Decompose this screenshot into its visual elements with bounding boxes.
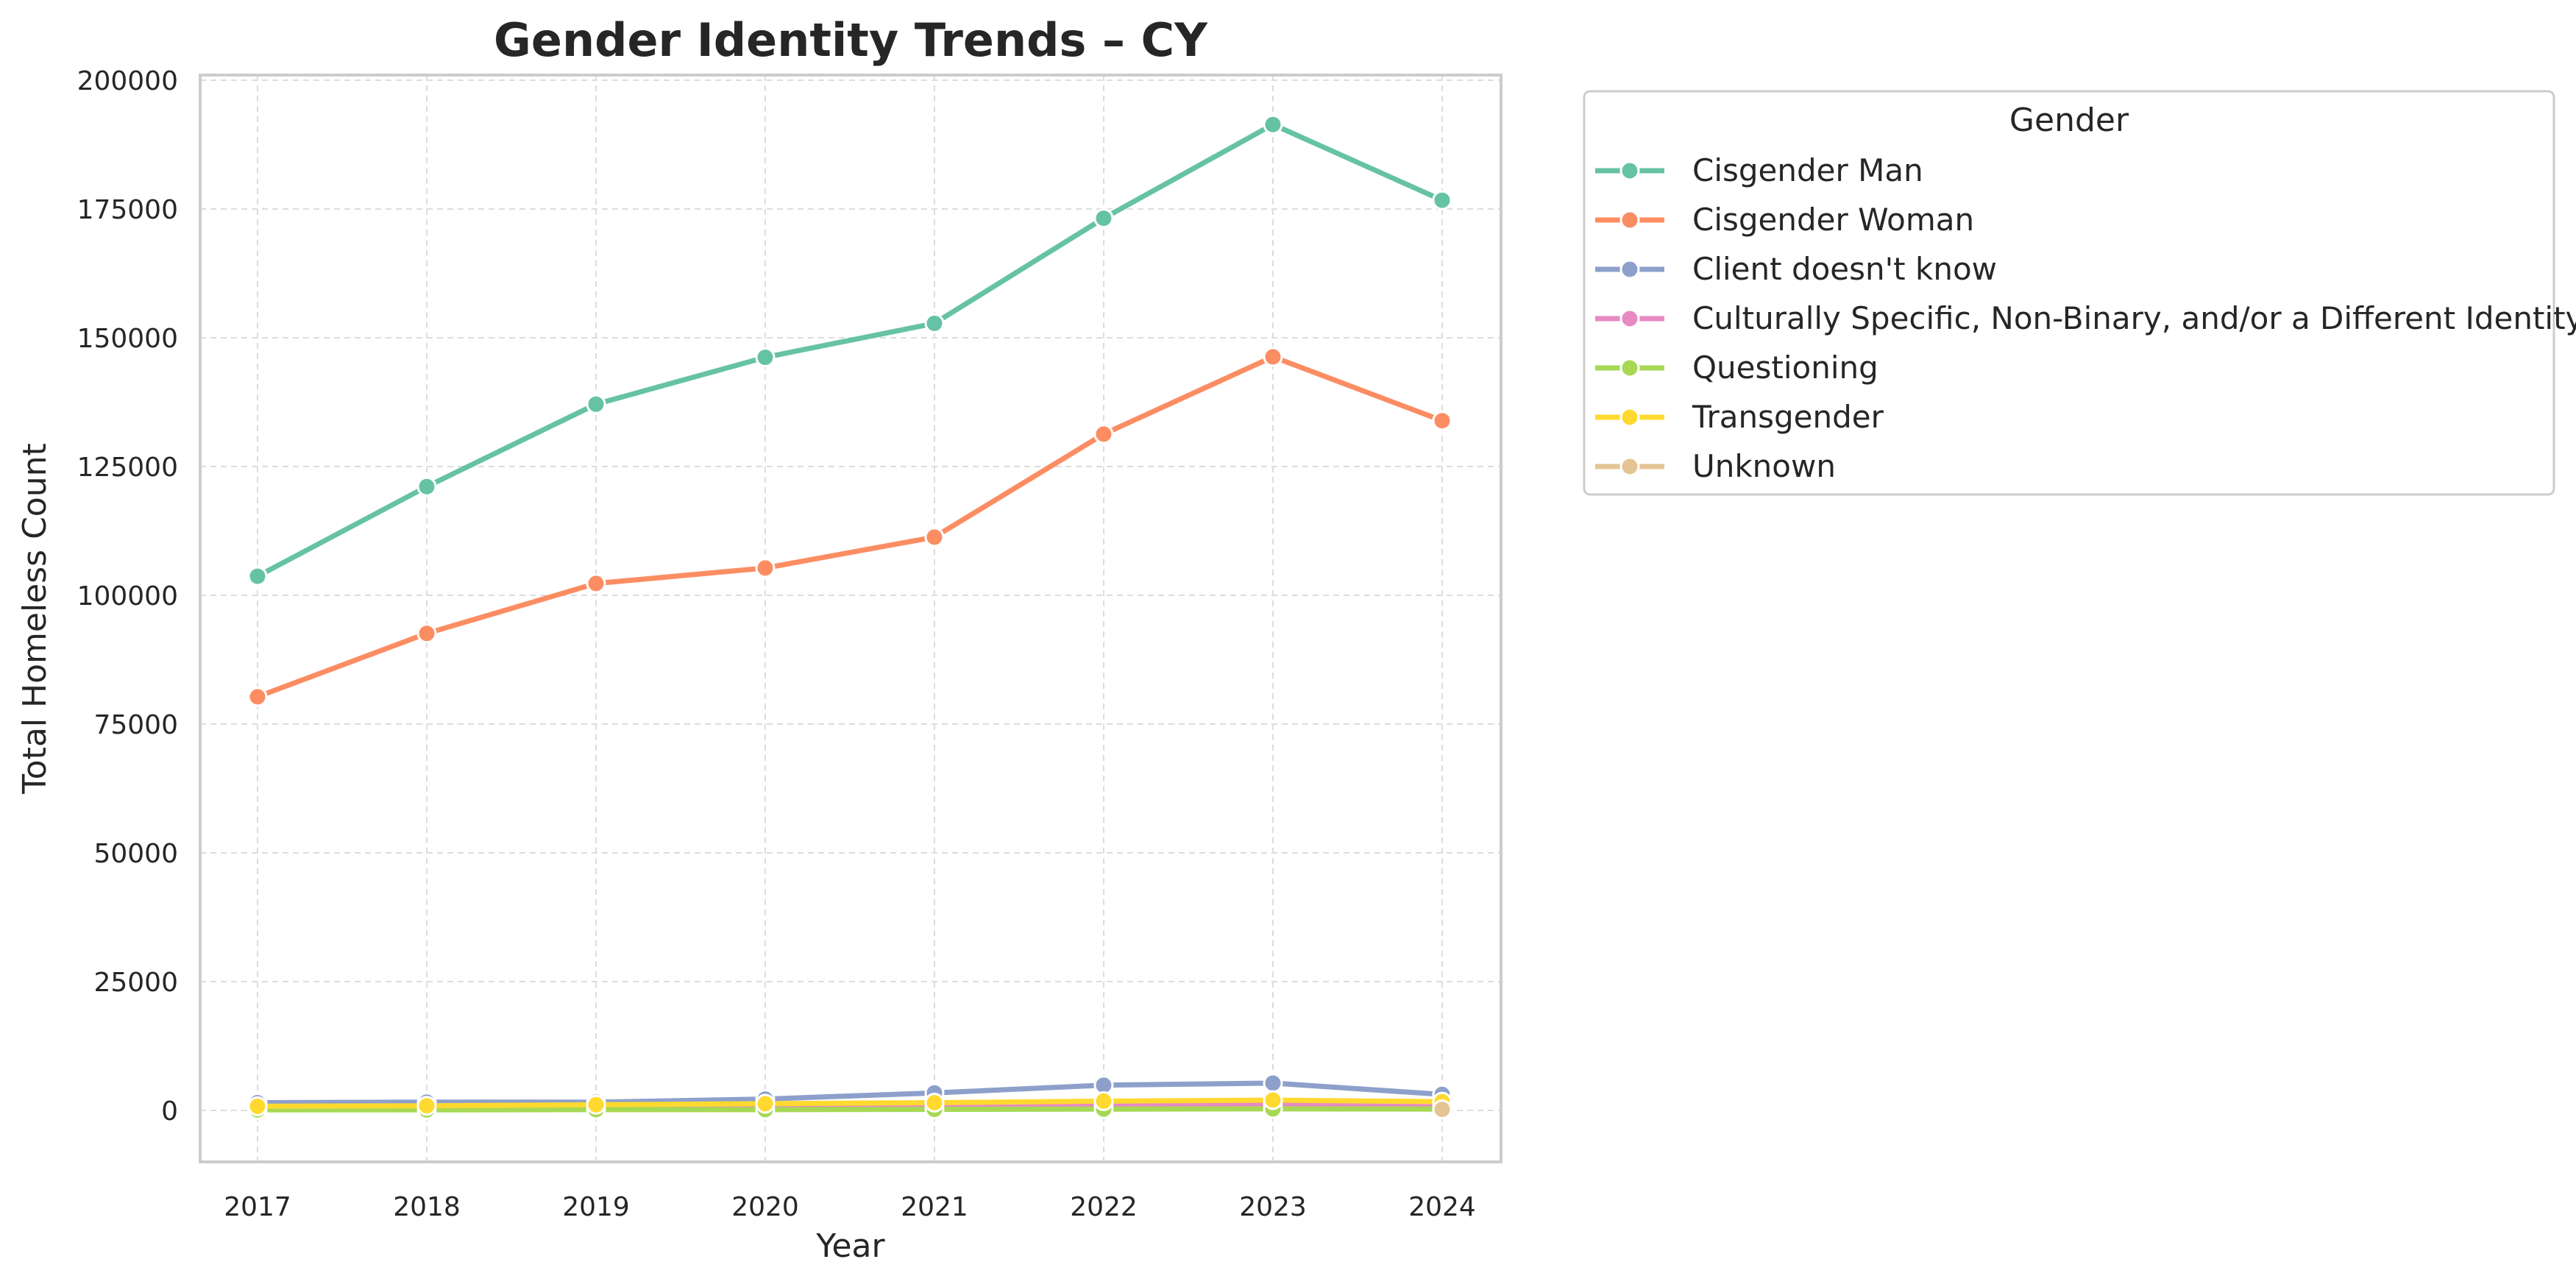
x-tick-label: 2024 — [1408, 1192, 1476, 1222]
legend-label: Cisgender Man — [1692, 152, 1923, 188]
legend-label: Transgender — [1692, 399, 1884, 435]
y-axis-ticks: 0 25000 50000 75000 100000 125000 150000 175000… — [77, 66, 178, 1127]
legend-item: Cisgender Woman — [1595, 202, 1974, 238]
legend-item: Client doesn't know — [1595, 251, 1997, 287]
y-tick-label: 125000 — [77, 453, 178, 483]
x-tick-label: 2018 — [393, 1192, 461, 1222]
series-group — [247, 114, 1452, 586]
data-point — [416, 623, 437, 644]
legend-item: Culturally Specific, Non-Binary, and/or … — [1595, 300, 2576, 336]
legend-item: Cisgender Man — [1595, 152, 1923, 188]
x-tick-label: 2023 — [1239, 1192, 1307, 1222]
data-point — [247, 1096, 268, 1116]
legend-item: Questioning — [1595, 350, 1878, 386]
series-line — [255, 1097, 1445, 1109]
data-point — [924, 527, 945, 547]
legend-marker — [1619, 160, 1640, 181]
y-tick-label: 50000 — [93, 839, 178, 869]
data-point — [1432, 411, 1452, 431]
data-point — [755, 558, 776, 578]
series-lines — [247, 114, 1452, 1120]
legend-marker — [1619, 308, 1640, 329]
x-tick-label: 2021 — [901, 1192, 968, 1222]
data-point — [1432, 1099, 1452, 1120]
grid-lines — [200, 75, 1501, 1162]
series-line — [255, 354, 1445, 700]
y-axis-label: Total Homeless Count — [16, 443, 54, 794]
x-tick-label: 2020 — [731, 1192, 799, 1222]
data-point — [1263, 1090, 1283, 1110]
x-axis-label: Year — [815, 1227, 885, 1265]
series-line — [255, 121, 1445, 579]
data-point — [1093, 424, 1114, 444]
data-point — [586, 1094, 606, 1115]
y-tick-label: 0 — [161, 1096, 178, 1127]
data-point — [416, 476, 437, 497]
legend-label: Unknown — [1692, 448, 1836, 484]
legend-marker — [1619, 407, 1640, 428]
data-point — [1263, 1073, 1283, 1093]
data-point — [1432, 190, 1452, 210]
plot-area-frame — [199, 74, 1502, 1163]
series-group — [1432, 1099, 1452, 1120]
series-group — [247, 347, 1452, 707]
data-point — [586, 573, 606, 594]
y-tick-label: 75000 — [93, 710, 178, 740]
legend-label: Client doesn't know — [1692, 251, 1997, 287]
series-line — [255, 1080, 1445, 1105]
y-tick-label: 25000 — [93, 968, 178, 998]
legend: Gender Cisgender Man Cisgender Woman Clien… — [1583, 90, 2576, 496]
legend-item: Transgender — [1595, 399, 1884, 435]
data-point — [1093, 1091, 1114, 1111]
x-tick-label: 2022 — [1070, 1192, 1138, 1222]
data-point — [1093, 208, 1114, 229]
legend-items: Cisgender Man Cisgender Woman Client doesn… — [1595, 152, 2576, 484]
data-point — [1263, 347, 1283, 367]
y-tick-label: 150000 — [77, 324, 178, 354]
legend-marker — [1619, 358, 1640, 378]
legend-label: Cisgender Woman — [1692, 202, 1974, 238]
chart-title: Gender Identity Trends – CY — [494, 13, 1208, 67]
x-axis-ticks: 2017 2018 2019 2020 2021 2022 2023 2024 — [224, 1192, 1476, 1222]
data-point — [755, 1093, 776, 1114]
y-tick-label: 200000 — [77, 66, 178, 96]
legend-marker — [1619, 259, 1640, 280]
data-point — [247, 687, 268, 707]
y-tick-label: 175000 — [77, 195, 178, 225]
legend-marker — [1619, 210, 1640, 230]
legend-title: Gender — [2009, 102, 2129, 139]
data-point — [247, 566, 268, 586]
data-point — [1263, 114, 1283, 135]
series-line — [255, 1106, 1445, 1113]
legend-item: Unknown — [1595, 448, 1836, 484]
y-tick-label: 100000 — [77, 581, 178, 611]
x-tick-label: 2017 — [224, 1192, 291, 1222]
data-point — [924, 313, 945, 333]
legend-label: Culturally Specific, Non-Binary, and/or … — [1692, 300, 2576, 336]
data-point — [924, 1093, 945, 1113]
legend-marker — [1619, 456, 1640, 477]
legend-box — [1583, 90, 2555, 496]
legend-label: Questioning — [1692, 350, 1878, 386]
data-point — [755, 347, 776, 368]
data-point — [416, 1096, 437, 1116]
data-point — [586, 394, 606, 414]
x-tick-label: 2019 — [562, 1192, 630, 1222]
